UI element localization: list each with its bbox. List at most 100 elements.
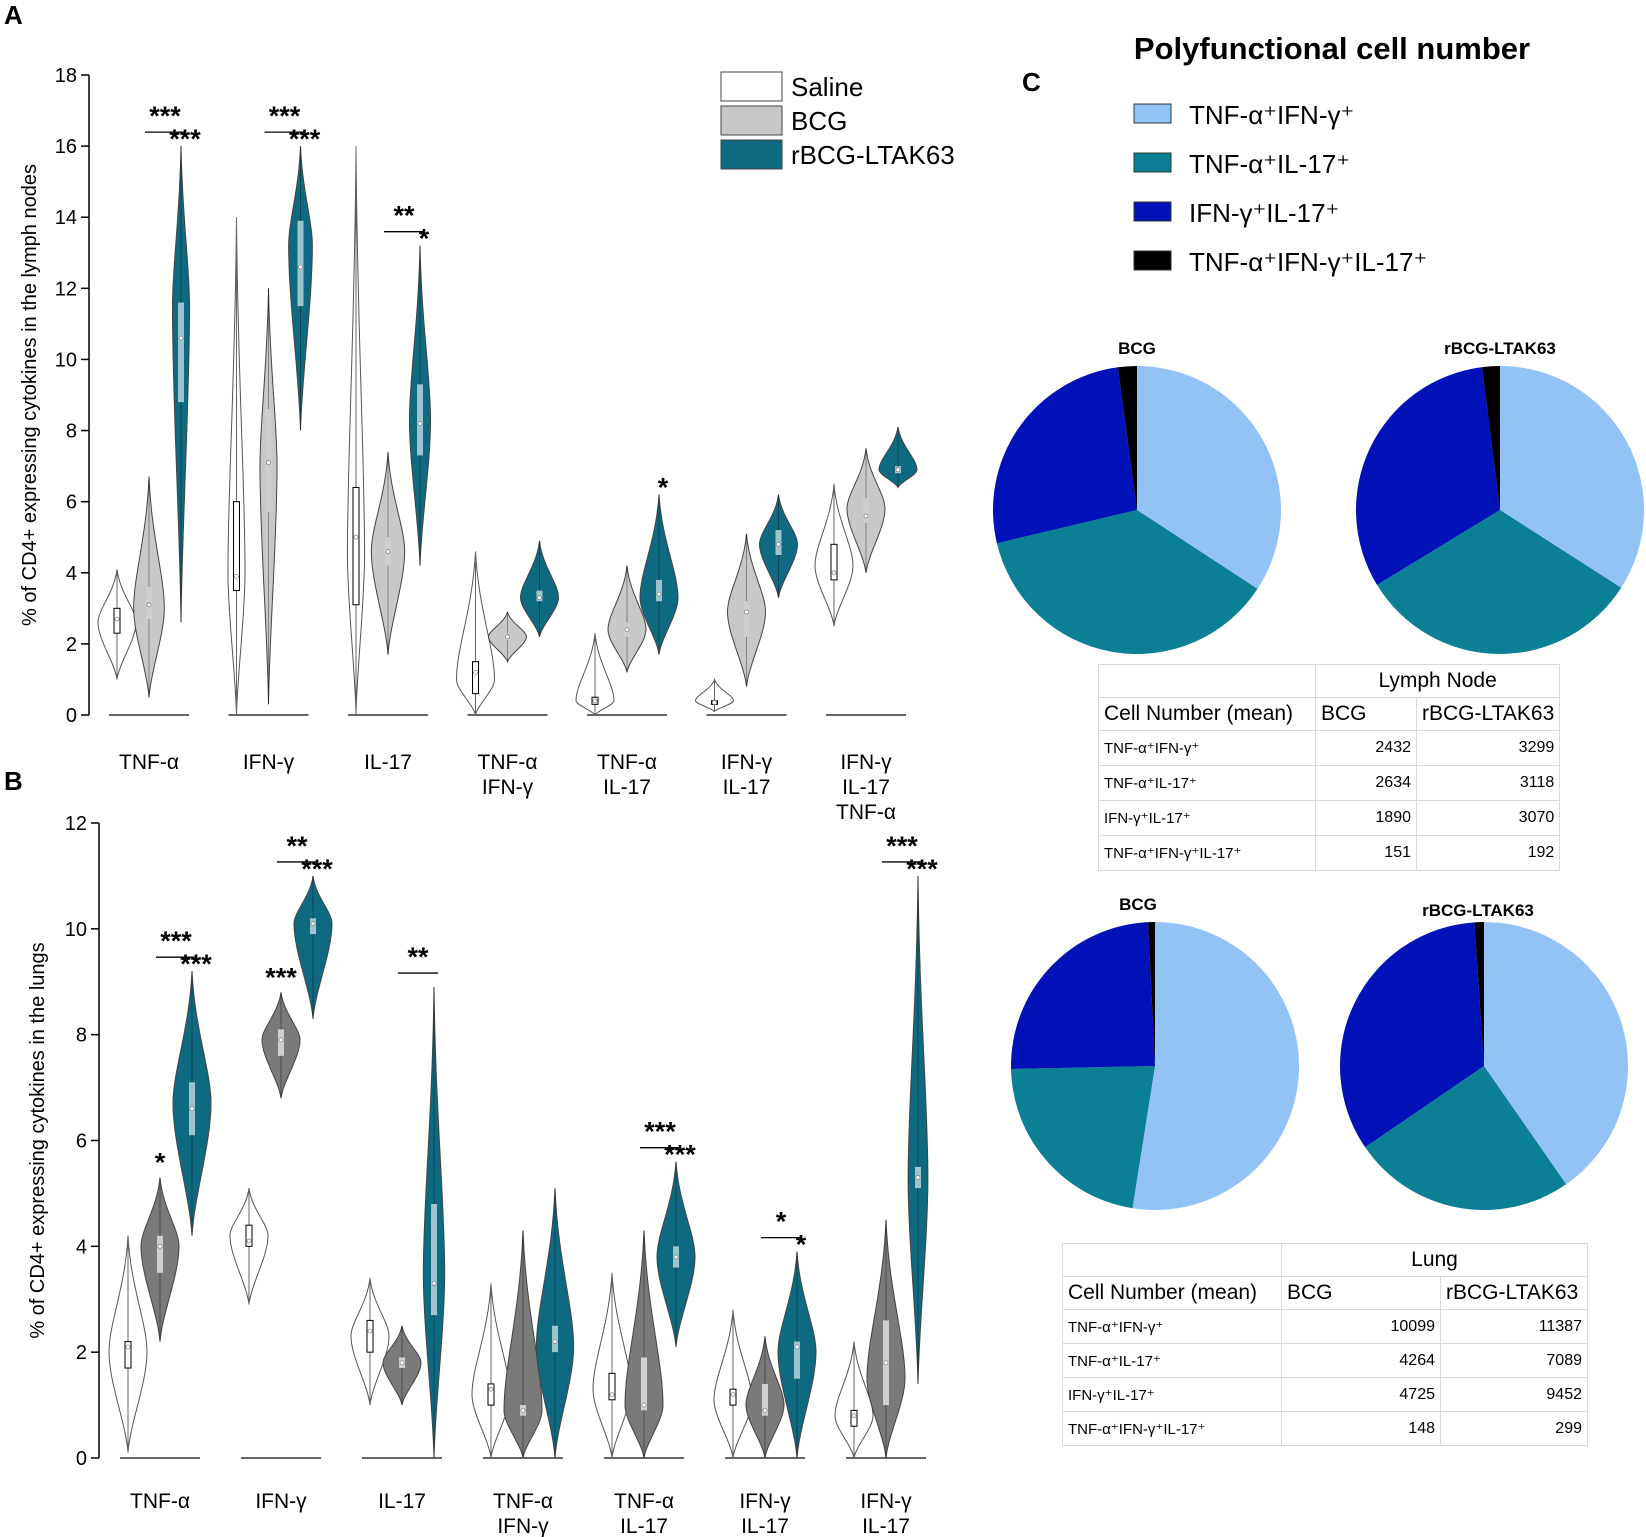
significance-marker: *** <box>906 854 938 884</box>
x-category-label: IFN-γ <box>482 776 534 799</box>
pie-section-title: Polyfunctional cell number <box>1134 31 1530 66</box>
violin-iqr-box <box>278 1029 284 1056</box>
significance-marker: *** <box>265 962 297 992</box>
x-category-label: TNF-α <box>836 801 896 824</box>
significance-marker: ** <box>286 831 308 861</box>
violin-iqr-box <box>487 1383 495 1406</box>
pie-slice <box>1474 922 1484 1066</box>
legend-polyfunctional: TNF-α⁺IFN-γ⁺ TNF-α⁺IL-17⁺ IFN-γ⁺IL-17⁺ TNF-… <box>1133 100 1427 277</box>
violin-iqr-box <box>352 486 360 606</box>
y-tick-label: 2 <box>66 634 77 656</box>
violin-rbcg-ltak63 <box>639 494 679 655</box>
legend-swatch <box>720 105 783 136</box>
y-tick-label: 12 <box>55 278 77 300</box>
table-cell: 2432 <box>1315 730 1417 766</box>
legend-label: TNF-α⁺IL-17⁺ <box>1189 149 1350 179</box>
violin-median <box>863 513 869 519</box>
violin-median <box>266 460 271 465</box>
legend-label: TNF-α⁺IFN-γ⁺IL-17⁺ <box>1189 247 1427 277</box>
table-cell: 1890 <box>1315 800 1417 836</box>
significance-marker: * <box>776 1207 787 1237</box>
table-lung: Lung Cell Number (mean) BCG rBCG-LTAK63 … <box>1062 1243 1588 1446</box>
violin-median <box>488 1386 494 1392</box>
x-category-label: IL-17 <box>620 1515 668 1537</box>
violin-rbcg-ltak63 <box>878 426 918 489</box>
violin-iqr-box <box>641 1357 647 1411</box>
violin-median <box>641 1402 647 1408</box>
y-tick-label: 0 <box>76 1448 87 1470</box>
significance-marker: ** <box>393 201 415 231</box>
y-tick-label: 18 <box>55 65 77 87</box>
x-category-label: IL-17 <box>723 776 771 799</box>
legend-label: rBCG-LTAK63 <box>791 140 955 170</box>
violin-bcg <box>503 1230 543 1459</box>
table-cell: 148 <box>1281 1411 1441 1446</box>
table-row-label: IFN-γ⁺IL-17⁺ <box>1098 800 1316 836</box>
violin-median <box>592 698 598 704</box>
violin-median <box>385 549 391 554</box>
panel-label-a: A <box>4 0 23 30</box>
violin-median <box>656 591 662 597</box>
significance-marker: *** <box>269 101 301 131</box>
violin-median <box>353 534 359 540</box>
legend-label: BCG <box>791 106 847 136</box>
pie-slice <box>1484 922 1628 1185</box>
violin-bcg <box>624 1230 664 1459</box>
y-axis-title: % of CD4+ expressing cytokines in the ly… <box>19 164 41 626</box>
significance-marker: *** <box>644 1117 676 1147</box>
x-category-label: TNF-α <box>614 1490 674 1513</box>
significance-marker: *** <box>160 926 192 956</box>
table-row-label: TNF-α⁺IFN-γ⁺ <box>1098 730 1316 766</box>
significance-marker: *** <box>289 124 321 154</box>
significance-marker: *** <box>664 1140 696 1170</box>
pie-slice <box>1376 510 1622 654</box>
violin-median <box>431 1281 437 1286</box>
x-category-label: IFN-γ <box>243 751 295 774</box>
x-category-label: IFN-γ <box>255 1490 307 1513</box>
pie-slice <box>1010 922 1155 1070</box>
violin-iqr-box <box>850 1409 858 1427</box>
table-cell: 3118 <box>1415 765 1561 801</box>
violin-iqr-box <box>366 1319 374 1353</box>
legend-label: TNF-α⁺IFN-γ⁺ <box>1189 100 1354 130</box>
violin-median <box>609 1392 615 1397</box>
x-category-label: IL-17 <box>364 751 412 774</box>
x-category-label: IL-17 <box>842 776 890 799</box>
violin-median <box>157 1244 163 1249</box>
y-axis-title: % of CD4+ expressing cytokines in the lu… <box>27 942 49 1338</box>
legend-label: IFN-γ⁺IL-17⁺ <box>1189 198 1339 228</box>
table-group-header: Lung <box>1281 1243 1588 1277</box>
table-cell: 4725 <box>1281 1377 1441 1412</box>
violin-median <box>730 1392 736 1397</box>
pie-slice <box>992 367 1137 544</box>
violin-median <box>125 1344 131 1350</box>
table-cell: 192 <box>1415 835 1561 871</box>
table-cell: 2634 <box>1315 765 1417 801</box>
table-corner <box>1098 664 1316 698</box>
x-category-label: TNF-α <box>597 751 657 774</box>
pie-slice <box>1137 366 1281 589</box>
violin-median <box>298 264 303 270</box>
violin-median <box>712 700 717 705</box>
y-tick-label: 2 <box>76 1342 87 1364</box>
table-cell: 3070 <box>1415 800 1561 836</box>
legend-swatch <box>1133 152 1172 173</box>
x-category-label: IL-17 <box>603 776 651 799</box>
y-tick-label: 10 <box>65 919 87 941</box>
pie-slice <box>1339 922 1484 1148</box>
legend-swatch <box>1133 103 1172 124</box>
panel-label-b: B <box>4 766 23 796</box>
chart-lungs: 0 2 4 6 8 10 12 % of CD4+ expressing cytokines … <box>27 813 938 1537</box>
significance-marker: * <box>419 224 430 254</box>
violin-median <box>246 1238 252 1244</box>
violin-rbcg-ltak63 <box>519 540 560 637</box>
pie-title: rBCG-LTAK63 <box>1422 901 1534 920</box>
y-tick-label: 8 <box>66 421 77 443</box>
pie-slice <box>1132 922 1299 1210</box>
violin-iqr-box <box>830 543 838 581</box>
table-row-label: TNF-α⁺IL-17⁺ <box>1098 765 1316 801</box>
violin-iqr-box <box>863 498 869 523</box>
significance-marker: *** <box>149 101 181 131</box>
violin-iqr-box <box>245 1224 253 1247</box>
